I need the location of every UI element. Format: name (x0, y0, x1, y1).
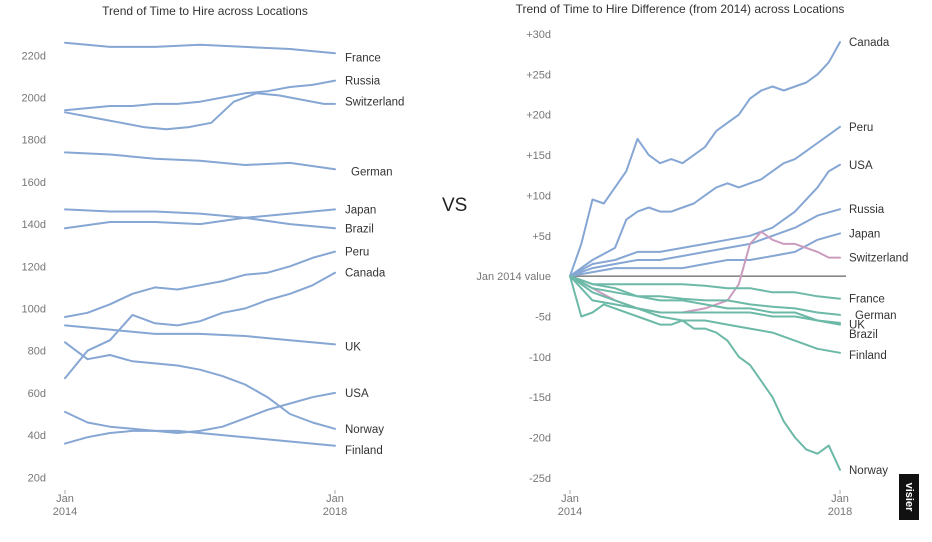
visier-logo: visier (899, 474, 919, 520)
left-y-tick-label: 180d (22, 135, 46, 147)
left-y-tick-label: 100d (22, 304, 46, 316)
right-series-label-russia: Russia (849, 204, 885, 216)
visier-logo-text: visier (903, 482, 915, 512)
left-series-line-france (64, 41, 336, 55)
left-series-label-norway: Norway (345, 424, 384, 436)
right-chart-title: Trend of Time to Hire Difference (from 2… (516, 2, 845, 16)
left-x-tick-label: Jan (56, 493, 74, 505)
left-series-line-russia (64, 79, 336, 112)
left-y-tick-label: 160d (22, 177, 46, 189)
right-series-label-switzerland: Switzerland (849, 253, 908, 265)
right-y-tick-label: +30d (526, 29, 551, 41)
left-series-line-peru (64, 250, 336, 318)
right-series-line-usa (569, 163, 841, 278)
right-x-tick-year: 2014 (558, 506, 582, 518)
left-series-line-japan (64, 208, 336, 219)
left-y-tick-label: 120d (22, 261, 46, 273)
left-chart-title: Trend of Time to Hire across Locations (102, 4, 308, 18)
right-series-line-finland (569, 275, 841, 354)
left-series-line-german (64, 151, 336, 171)
left-series-line-canada (64, 271, 336, 380)
left-x-tick-year: 2018 (323, 506, 347, 518)
right-y-tick-label: +25d (526, 69, 551, 81)
left-y-tick-label: 40d (28, 430, 46, 442)
right-y-tick-label: -25d (529, 473, 551, 485)
left-series-label-russia: Russia (345, 76, 381, 88)
right-series-label-japan: Japan (849, 228, 880, 240)
left-series-label-france: France (345, 52, 381, 64)
left-series-line-usa (64, 341, 336, 430)
right-series-line-norway (569, 275, 841, 471)
right-series-line-german (569, 275, 841, 316)
left-series-label-switzerland: Switzerland (345, 97, 404, 109)
right-series-line-brazil (569, 275, 841, 324)
left-y-tick-label: 220d (22, 50, 46, 62)
left-series-label-german: German (351, 166, 393, 178)
right-series-label-peru: Peru (849, 122, 873, 134)
left-y-tick-label: 20d (28, 472, 46, 484)
left-series-line-brazil (64, 216, 336, 230)
right-series-label-usa: USA (849, 160, 873, 172)
left-y-tick-label: 80d (28, 346, 46, 358)
right-x-tick-label: Jan (831, 493, 849, 505)
right-series-label-france: France (849, 294, 885, 306)
right-x-tick-year: 2018 (828, 506, 852, 518)
left-x-tick-year: 2014 (53, 506, 77, 518)
right-series-line-japan (569, 232, 841, 278)
right-series-label-norway: Norway (849, 465, 888, 477)
right-series-line-canada (569, 41, 841, 278)
right-series-line-france (569, 275, 841, 300)
vs-label: VS (442, 195, 468, 216)
right-series-label-uk: UK (849, 320, 865, 332)
right-y-tick-label: -15d (529, 392, 551, 404)
right-y-tick-label: +10d (526, 190, 551, 202)
left-y-tick-label: 60d (28, 388, 46, 400)
right-series-line-russia (569, 208, 841, 278)
left-series-label-brazil: Brazil (345, 223, 374, 235)
left-x-tick-label: Jan (326, 493, 344, 505)
right-series-label-canada: Canada (849, 37, 890, 49)
left-series-label-usa: USA (345, 388, 369, 400)
right-series-label-finland: Finland (849, 350, 887, 362)
right-y-tick-label: +20d (526, 110, 551, 122)
left-y-tick-label: 140d (22, 219, 46, 231)
left-series-line-uk (64, 324, 336, 346)
right-series-label-german: German (855, 310, 897, 322)
right-x-tick-label: Jan (561, 493, 579, 505)
right-series-line-uk (569, 275, 841, 326)
right-y-tick-label: +5d (532, 231, 551, 243)
right-y-tick-label: Jan 2014 value (476, 271, 551, 283)
left-series-line-finland (64, 429, 336, 447)
left-series-label-uk: UK (345, 342, 361, 354)
left-series-label-peru: Peru (345, 247, 369, 259)
right-y-tick-label: -20d (529, 433, 551, 445)
left-series-label-japan: Japan (345, 204, 376, 216)
left-y-tick-label: 200d (22, 93, 46, 105)
left-series-line-norway (64, 391, 336, 434)
right-y-tick-label: -5d (535, 311, 551, 323)
left-series-label-canada: Canada (345, 268, 386, 280)
right-y-tick-label: +15d (526, 150, 551, 162)
left-series-line-switzerland (64, 92, 336, 131)
right-series-line-peru (569, 125, 841, 278)
right-y-tick-label: -10d (529, 352, 551, 364)
right-series-label-brazil: Brazil (849, 329, 878, 341)
left-series-label-finland: Finland (345, 445, 383, 457)
